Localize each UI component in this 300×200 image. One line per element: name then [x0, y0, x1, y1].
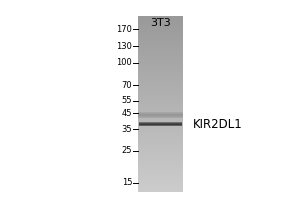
Text: 45: 45	[122, 109, 132, 118]
Text: KIR2DL1: KIR2DL1	[193, 118, 242, 131]
Text: 70: 70	[122, 81, 132, 90]
Text: 55: 55	[122, 96, 132, 105]
Text: 35: 35	[122, 125, 132, 134]
Text: 100: 100	[116, 58, 132, 67]
Text: 3T3: 3T3	[150, 18, 171, 28]
Text: 130: 130	[116, 42, 132, 51]
Text: 15: 15	[122, 178, 132, 187]
Text: 25: 25	[122, 146, 132, 155]
Text: 170: 170	[116, 25, 132, 34]
